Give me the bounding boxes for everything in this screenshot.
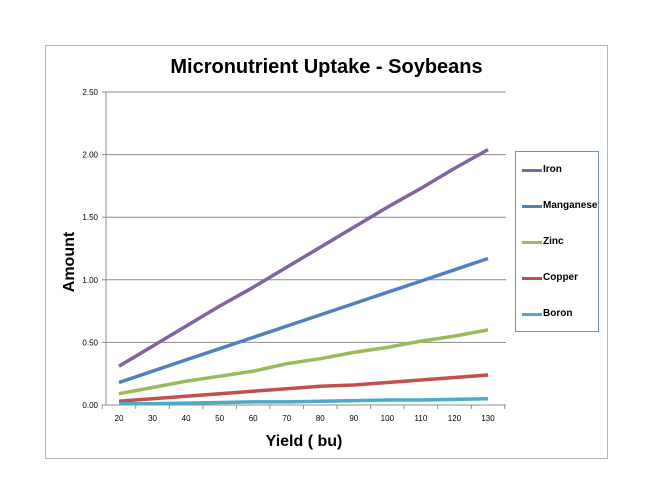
y-tick-label: 1.00 bbox=[82, 276, 98, 285]
x-tick-label: 80 bbox=[316, 414, 325, 423]
legend-label: Boron bbox=[543, 308, 573, 319]
x-tick-label: 20 bbox=[115, 414, 124, 423]
legend-swatch bbox=[522, 241, 542, 244]
legend: Iron Manganese Zinc Copper Boron bbox=[515, 151, 599, 332]
y-axis-title: Amount bbox=[61, 231, 78, 292]
series-line-copper bbox=[118, 373, 489, 403]
legend-item-manganese: Manganese bbox=[516, 199, 600, 213]
x-tick-label: 70 bbox=[282, 414, 291, 423]
chart-title: Micronutrient Uptake - Soybeans bbox=[170, 56, 483, 78]
x-tick-label: 130 bbox=[481, 414, 495, 423]
legend-swatch bbox=[522, 313, 542, 316]
x-tick-label: 40 bbox=[182, 414, 191, 423]
legend-label: Iron bbox=[543, 164, 562, 175]
legend-swatch bbox=[522, 277, 542, 280]
y-tick-label: 2.00 bbox=[82, 151, 98, 160]
legend-label: Manganese bbox=[543, 200, 598, 211]
series-line-iron bbox=[118, 148, 489, 368]
legend-swatch bbox=[522, 205, 542, 208]
x-tick-label: 90 bbox=[349, 414, 358, 423]
x-tick-label: 110 bbox=[415, 414, 428, 423]
y-tick-label: 2.50 bbox=[82, 88, 98, 97]
y-tick-label: 0.00 bbox=[82, 401, 98, 410]
legend-swatch bbox=[522, 169, 542, 172]
legend-label: Zinc bbox=[543, 236, 564, 247]
x-tick-label: 120 bbox=[448, 414, 462, 423]
legend-item-boron: Boron bbox=[516, 307, 600, 321]
series-line-boron bbox=[119, 396, 489, 406]
series-line-zinc bbox=[118, 328, 489, 396]
legend-item-copper: Copper bbox=[516, 271, 600, 285]
x-axis-title: Yield ( bu) bbox=[266, 433, 343, 450]
legend-label: Copper bbox=[543, 272, 578, 283]
x-tick-label: 60 bbox=[249, 414, 258, 423]
legend-item-zinc: Zinc bbox=[516, 235, 600, 249]
y-tick-label: 0.50 bbox=[82, 338, 98, 347]
y-tick-label: 1.50 bbox=[82, 213, 98, 222]
series-line-manganese bbox=[118, 256, 489, 385]
x-tick-label: 30 bbox=[148, 414, 157, 423]
x-tick-label: 50 bbox=[215, 414, 224, 423]
legend-item-iron: Iron bbox=[516, 163, 600, 177]
x-tick-label: 100 bbox=[381, 414, 395, 423]
